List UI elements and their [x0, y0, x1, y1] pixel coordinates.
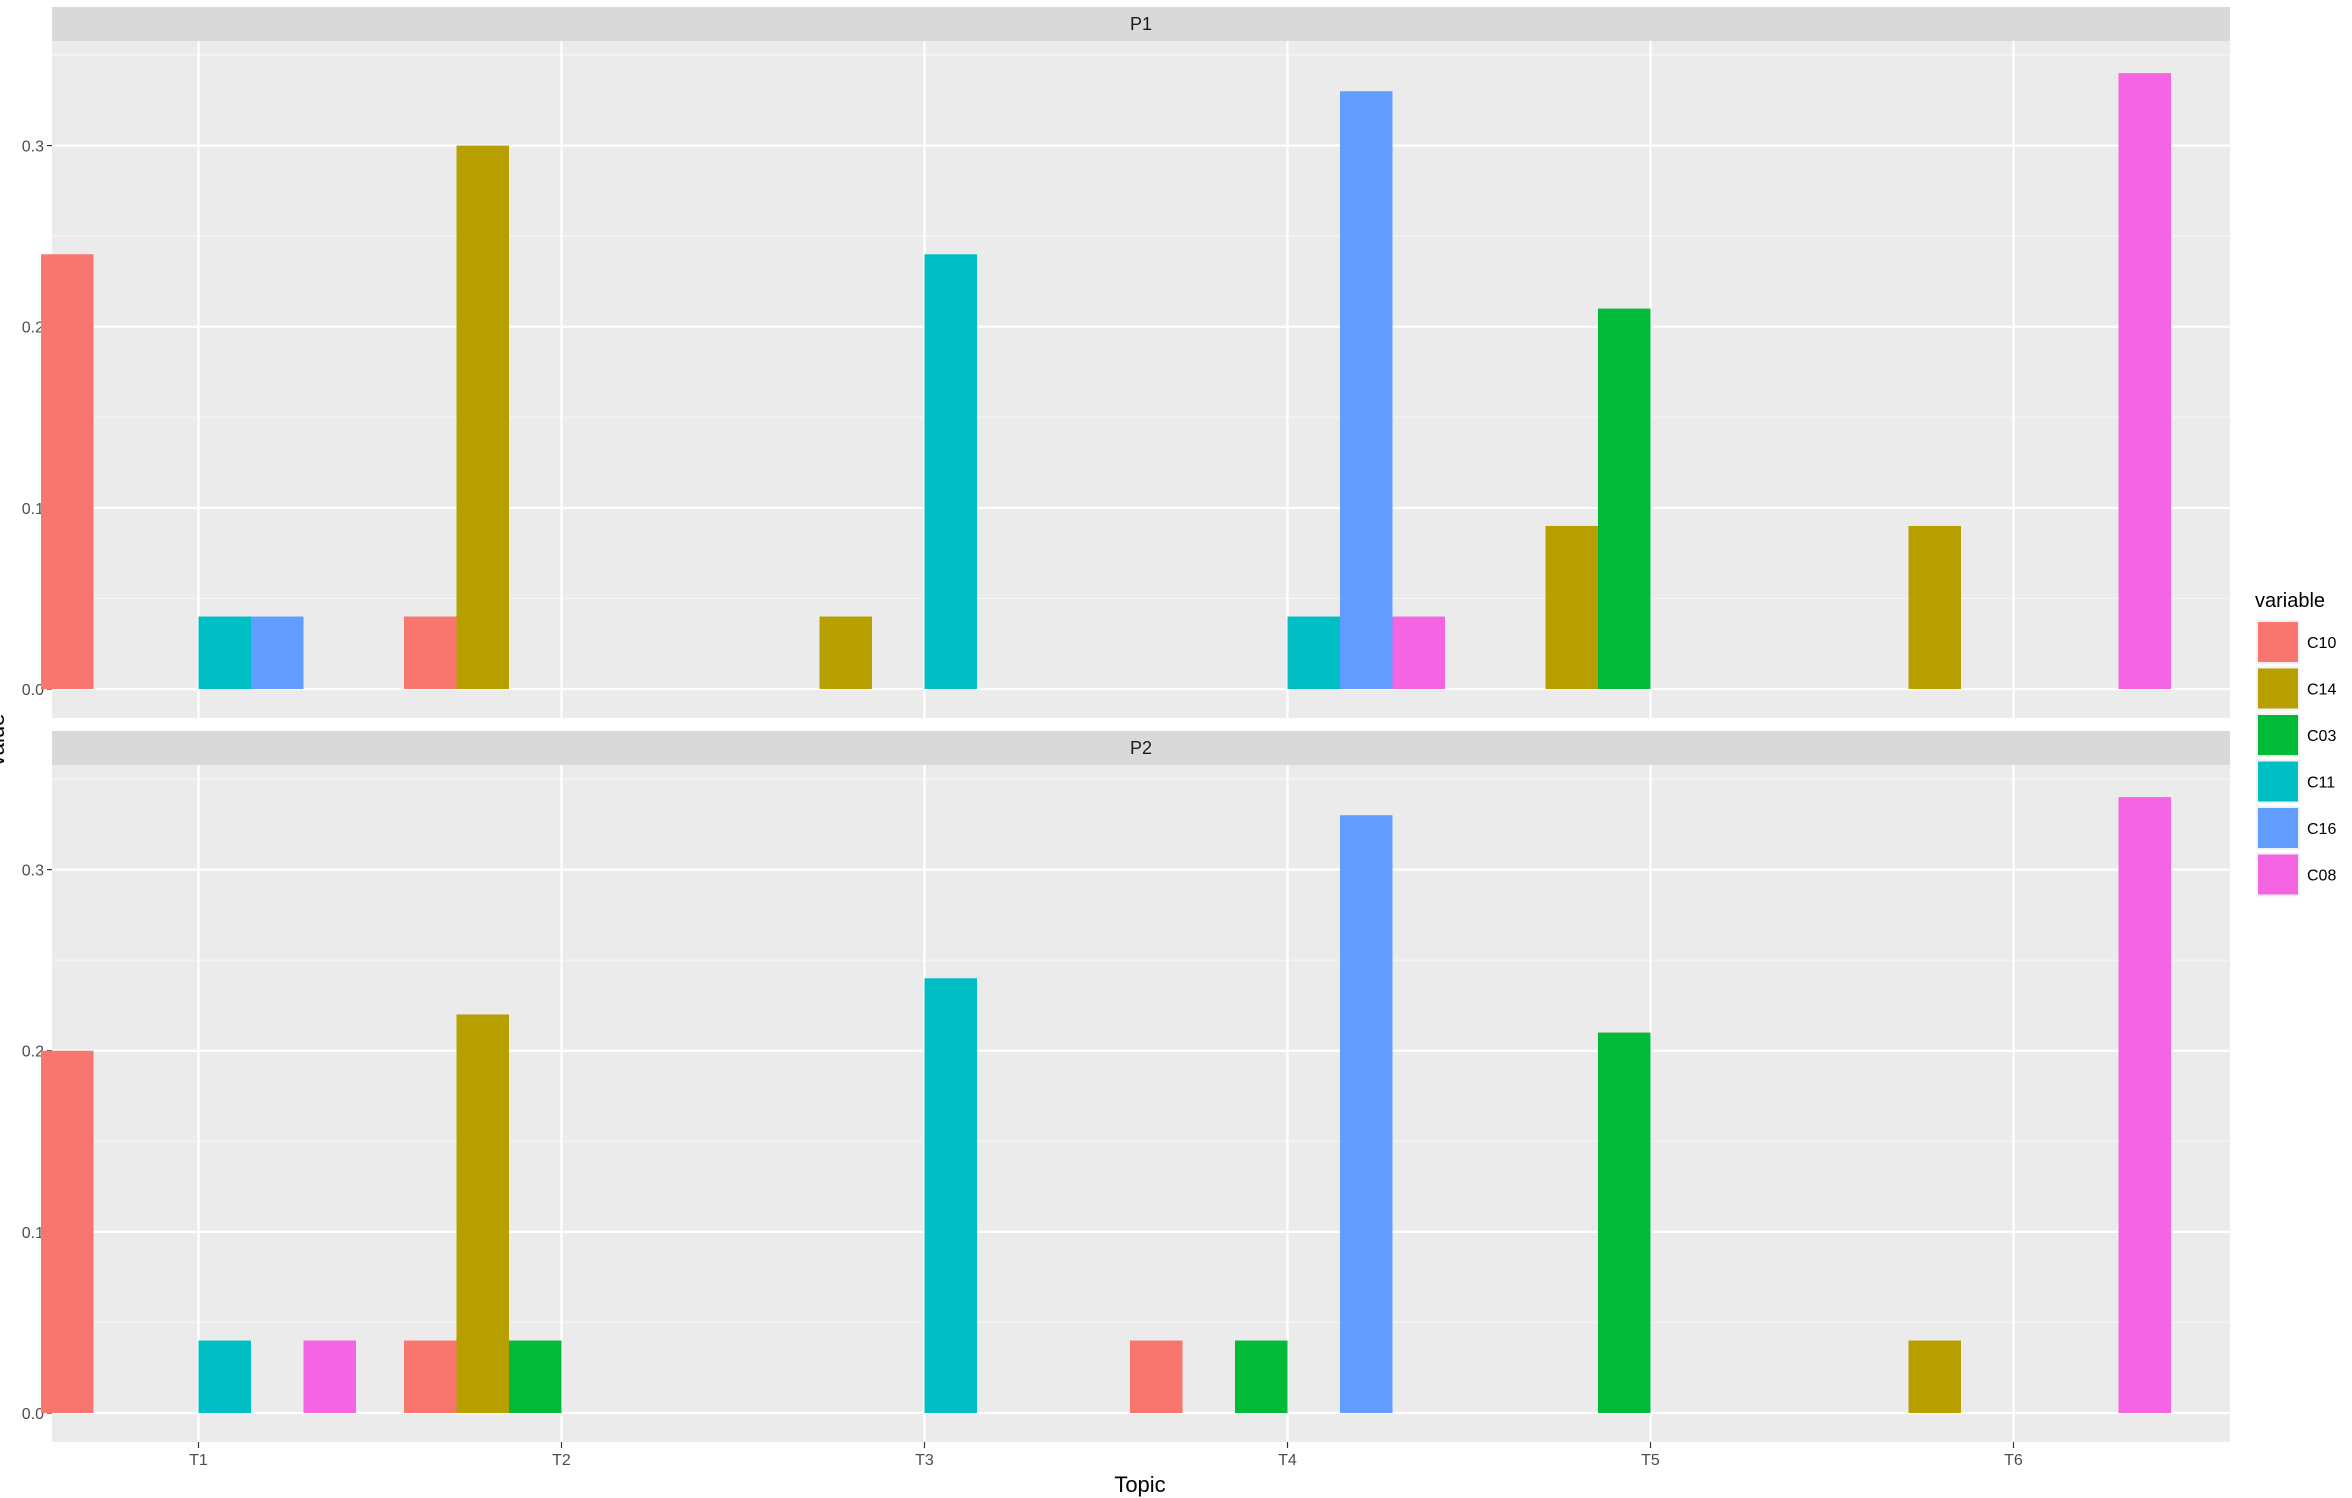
bar-c10-t2 — [404, 1340, 457, 1413]
bar-c03-t4 — [1235, 1340, 1288, 1413]
y-tick-label: 0.3 — [22, 863, 44, 880]
bar-c16-t1 — [251, 616, 304, 689]
y-tick-label: 0.0 — [22, 1406, 44, 1423]
legend-items: C10 C14 C03 C11 C16 C08 — [2256, 620, 2336, 897]
legend: variable C10 C14 C03 C11 C16 C08 — [2255, 590, 2336, 897]
bar-c14-t6 — [1908, 1340, 1961, 1413]
legend-swatch-c08 — [2258, 854, 2298, 895]
legend-swatch-c16 — [2258, 808, 2298, 848]
bar-c11-t3 — [924, 254, 977, 689]
x-tick-label: T5 — [1641, 1452, 1660, 1469]
legend-swatch-c03 — [2258, 715, 2298, 755]
legend-label-c08: C08 — [2307, 868, 2336, 885]
x-tick-label: T6 — [2004, 1452, 2023, 1469]
bar-c16-t4 — [1340, 91, 1393, 689]
panel-background — [52, 41, 2230, 718]
facet-panel-p1: P1 0.0 0.1 0.2 0.3 — [22, 7, 2230, 718]
legend-title: variable — [2255, 590, 2325, 612]
legend-label-c03: C03 — [2307, 728, 2336, 745]
facet-strip — [52, 7, 2230, 41]
y-axis-title: value — [0, 714, 9, 767]
legend-swatch-c10 — [2258, 622, 2298, 662]
bar-c10-t4 — [1130, 1340, 1183, 1413]
bar-c11-t1 — [198, 1340, 251, 1413]
bar-c03-t2 — [509, 1340, 562, 1413]
bar-c10-t1 — [41, 1050, 94, 1413]
x-tick-label: T1 — [189, 1452, 208, 1469]
bar-c14-t5 — [1545, 525, 1598, 689]
facet-strip-label: P2 — [1130, 738, 1152, 758]
bar-c08-t1 — [303, 1340, 356, 1413]
x-axis: T1 T2 T3 T4 T5 T6 — [189, 1442, 2023, 1469]
bar-c11-t3 — [924, 978, 977, 1413]
y-tick-label: 0.1 — [22, 1225, 44, 1242]
y-tick-label: 0.0 — [22, 682, 44, 699]
x-tick-label: T2 — [552, 1452, 571, 1469]
panel-background — [52, 765, 2230, 1442]
bar-c08-t6 — [2118, 73, 2171, 690]
y-tick-label: 0.1 — [22, 501, 44, 518]
bar-c14-t3 — [819, 616, 872, 689]
x-tick-label: T4 — [1278, 1452, 1297, 1469]
legend-label-c11: C11 — [2307, 775, 2335, 792]
bar-c03-t5 — [1598, 308, 1651, 689]
bar-c08-t4 — [1392, 616, 1445, 689]
bar-c14-t6 — [1908, 525, 1961, 689]
facet-panels: P1 0.0 0.1 0.2 0.3 P2 0.0 0.1 0.2 0.3 — [22, 7, 2230, 1442]
legend-swatch-c11 — [2258, 761, 2298, 802]
bar-c10-t1 — [41, 254, 94, 689]
facet-strip — [52, 731, 2230, 765]
legend-label-c14: C14 — [2307, 682, 2336, 699]
bar-c03-t5 — [1598, 1032, 1651, 1413]
x-axis-title: Topic — [1114, 1472, 1165, 1497]
y-tick-label: 0.3 — [22, 139, 44, 156]
x-tick-label: T3 — [915, 1452, 934, 1469]
y-tick-label: 0.2 — [22, 1044, 44, 1061]
bar-c14-t2 — [456, 145, 509, 690]
bar-c11-t4 — [1287, 616, 1340, 689]
facet-strip-label: P1 — [1130, 14, 1152, 34]
legend-swatch-c14 — [2258, 668, 2298, 709]
bar-c10-t2 — [404, 616, 457, 689]
y-tick-label: 0.2 — [22, 320, 44, 337]
bar-c11-t1 — [198, 616, 251, 689]
legend-label-c10: C10 — [2307, 635, 2336, 652]
bar-c14-t2 — [456, 1014, 509, 1413]
facet-panel-p2: P2 0.0 0.1 0.2 0.3 — [22, 731, 2230, 1442]
legend-label-c16: C16 — [2307, 821, 2336, 838]
bar-c08-t6 — [2118, 797, 2171, 1413]
bar-c16-t4 — [1340, 815, 1393, 1413]
